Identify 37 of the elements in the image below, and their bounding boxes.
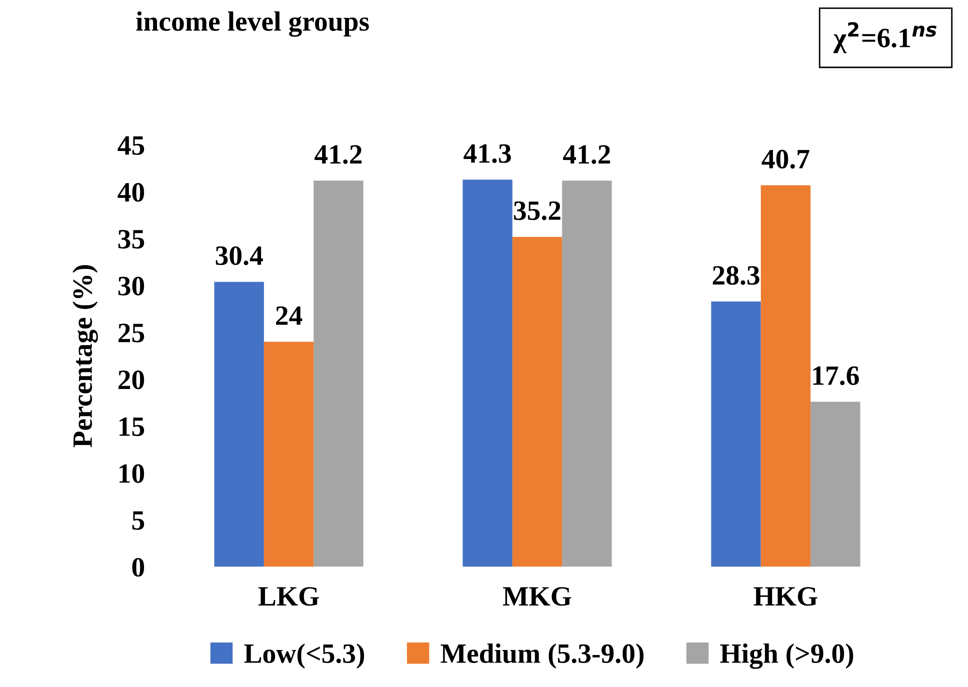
data-label: 24 <box>276 306 302 325</box>
legend-label: High (>9.0) <box>720 643 854 669</box>
data-label: 41.2 <box>314 145 362 164</box>
y-tick-label: 35 <box>118 230 144 249</box>
data-label: 40.7 <box>762 150 810 169</box>
data-label: 35.2 <box>514 201 560 220</box>
data-label: 28.3 <box>712 266 760 285</box>
bar <box>214 282 264 567</box>
y-tick-label: 15 <box>120 417 144 436</box>
bar <box>462 180 512 567</box>
legend-label: Low(<5.3) <box>244 643 364 669</box>
bar <box>264 342 314 567</box>
y-tick-label: 10 <box>120 464 144 483</box>
y-tick-label: 20 <box>118 370 144 390</box>
bar <box>810 402 860 567</box>
bar <box>562 180 612 567</box>
data-label: 30.4 <box>216 246 263 266</box>
y-tick-label: 45 <box>118 136 144 155</box>
data-label: 41.3 <box>464 144 511 164</box>
x-tick-label: MKG <box>502 587 572 606</box>
bar <box>314 180 364 567</box>
y-tick-label: 25 <box>118 324 144 342</box>
bar <box>512 236 562 567</box>
y-tick-label: 30 <box>118 276 144 296</box>
x-tick-label: HKG <box>754 587 818 606</box>
bar <box>711 302 761 567</box>
legend-label: Medium (5.3-9.0) <box>440 643 644 669</box>
bar <box>760 185 811 567</box>
data-label: 41.2 <box>563 145 610 164</box>
data-label: 17.6 <box>813 366 859 386</box>
y-tick-label: 0 <box>132 558 144 577</box>
chart-title: income level groups <box>136 11 369 37</box>
text: χ$^{2}$=6.1$^{ns}$ <box>833 22 936 54</box>
x-tick-label: LKG <box>258 587 319 606</box>
y-tick-label: 40 <box>118 182 144 202</box>
y-axis-title: Percentage (%) <box>72 265 98 448</box>
y-tick-label: 5 <box>132 511 144 530</box>
